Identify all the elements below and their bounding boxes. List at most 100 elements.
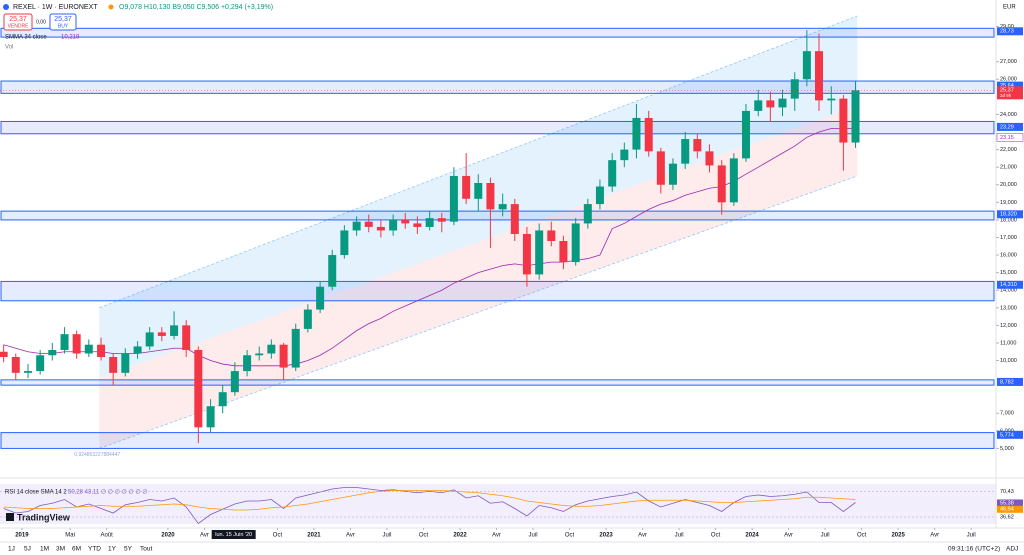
x-tick-label: Mai — [65, 533, 75, 539]
candle-body — [693, 139, 702, 152]
zone-level-tag — [997, 377, 1023, 386]
range-button[interactable]: Tout — [140, 546, 152, 553]
candle-body — [559, 241, 568, 263]
zone — [0, 80, 995, 94]
x-tick-label: Avr — [492, 533, 501, 539]
rsi-tick-label: 70,43 — [1000, 489, 1014, 495]
crosshair-date-tag — [211, 530, 256, 539]
x-tick-label: Juil — [675, 533, 684, 539]
candle-body — [340, 230, 349, 256]
candle-body — [827, 98, 836, 101]
symbol[interactable]: REXEL · 1W · EURONEXT — [13, 4, 98, 11]
y-tick-label: 12,000 — [1000, 323, 1017, 329]
zone-level-label: 8,782 — [1000, 379, 1014, 385]
y-tick-label: 17,000 — [1000, 235, 1017, 241]
candle-body — [778, 98, 787, 108]
candle-body — [279, 344, 288, 368]
channel-label: 0,924863227884447 — [74, 452, 120, 458]
x-tick-label: 2025 — [891, 533, 905, 539]
candle-body — [462, 175, 471, 199]
candle-body — [72, 334, 81, 354]
candle-body — [389, 219, 398, 231]
vol-label[interactable]: Vol — [5, 45, 13, 51]
spread: 0,00 — [36, 19, 46, 25]
range-button[interactable]: 5Y — [124, 546, 133, 553]
sell-button[interactable] — [3, 13, 33, 31]
indicator-value: 10,219 — [61, 35, 80, 41]
y-tick-label: 7,000 — [1000, 411, 1014, 417]
candle-body — [741, 110, 750, 159]
candle-body — [36, 355, 45, 372]
range-button[interactable]: 1J — [8, 546, 15, 553]
x-tick-label: Oct — [273, 533, 283, 539]
zone-level-tag — [997, 81, 1023, 90]
candle-body — [48, 349, 57, 356]
candle-body — [97, 344, 106, 358]
x-tick-label: Oct — [857, 533, 867, 539]
range-button[interactable]: YTD — [88, 546, 101, 553]
zone-level-tag — [997, 430, 1023, 439]
x-tick-label: 2020 — [161, 533, 175, 539]
buy-button[interactable] — [49, 13, 77, 31]
range-button[interactable]: 5J — [24, 546, 31, 553]
y-tick-label: 29,00 — [1000, 24, 1014, 30]
y-tick-label: 18,000 — [1000, 217, 1017, 223]
candle-body — [802, 51, 811, 80]
sell-label: VENDRE — [8, 23, 30, 29]
range-button[interactable]: 1Y — [108, 546, 117, 553]
zone-level-label: 14,310 — [1000, 282, 1017, 288]
y-tick-label: 13,000 — [1000, 305, 1017, 311]
candle-body — [84, 344, 93, 354]
x-tick-label: Avr — [200, 533, 209, 539]
candle-body — [644, 117, 653, 152]
candle-body — [766, 100, 775, 108]
candle-body — [170, 325, 179, 336]
x-tick-label: Juil — [821, 533, 830, 539]
candle-body — [729, 158, 738, 203]
candle-body — [243, 355, 252, 372]
crosshair-date: lun. 15 Juin '20 — [215, 532, 252, 538]
rsi-marker-tag — [997, 499, 1023, 507]
y-tick-label: 22,000 — [1000, 147, 1017, 153]
zone-level-label: 5,774 — [1000, 432, 1014, 438]
candle-body — [303, 309, 312, 329]
channel-lower-area — [99, 105, 858, 449]
candle-body — [437, 218, 446, 222]
range-button[interactable]: 3M — [56, 546, 65, 553]
x-tick-label: Oct — [419, 533, 429, 539]
y-tick-label: 15,000 — [1000, 270, 1017, 276]
zone — [0, 27, 995, 38]
y-tick-label: 21,000 — [1000, 165, 1017, 171]
smma-last-label: 23,15 — [1000, 135, 1014, 141]
x-tick-label: 2023 — [599, 533, 613, 539]
rsi-sma-line — [3, 490, 856, 511]
candle-body — [401, 219, 410, 224]
adj[interactable]: ADJ — [1006, 546, 1018, 553]
range-button[interactable]: 1M — [40, 546, 49, 553]
candle-body — [474, 182, 483, 199]
candle-body — [595, 186, 604, 205]
x-tick-label: Avr — [346, 533, 355, 539]
candle-body — [352, 221, 361, 231]
currency[interactable]: EUR — [1003, 5, 1016, 11]
rsi-pane — [0, 484, 996, 524]
candle-body — [571, 223, 580, 263]
zone-level-label: 23,29 — [1000, 124, 1014, 130]
zone-level-label: 18,320 — [1000, 212, 1017, 218]
smma-last-tag — [996, 133, 1024, 142]
x-tick-label: Oct — [711, 533, 721, 539]
smma-line — [3, 128, 856, 367]
candle-body — [449, 175, 458, 222]
candle-body — [364, 221, 373, 227]
zone — [0, 210, 995, 221]
candle-body — [522, 233, 531, 275]
candle-body — [705, 151, 714, 166]
symbol-icon — [3, 4, 9, 10]
range-button[interactable]: 6M — [72, 546, 81, 553]
candle-body — [620, 149, 629, 161]
countdown: 3d 9h — [1000, 93, 1012, 98]
candle-body — [291, 328, 300, 368]
candle-body — [851, 90, 860, 143]
zone — [0, 379, 995, 386]
